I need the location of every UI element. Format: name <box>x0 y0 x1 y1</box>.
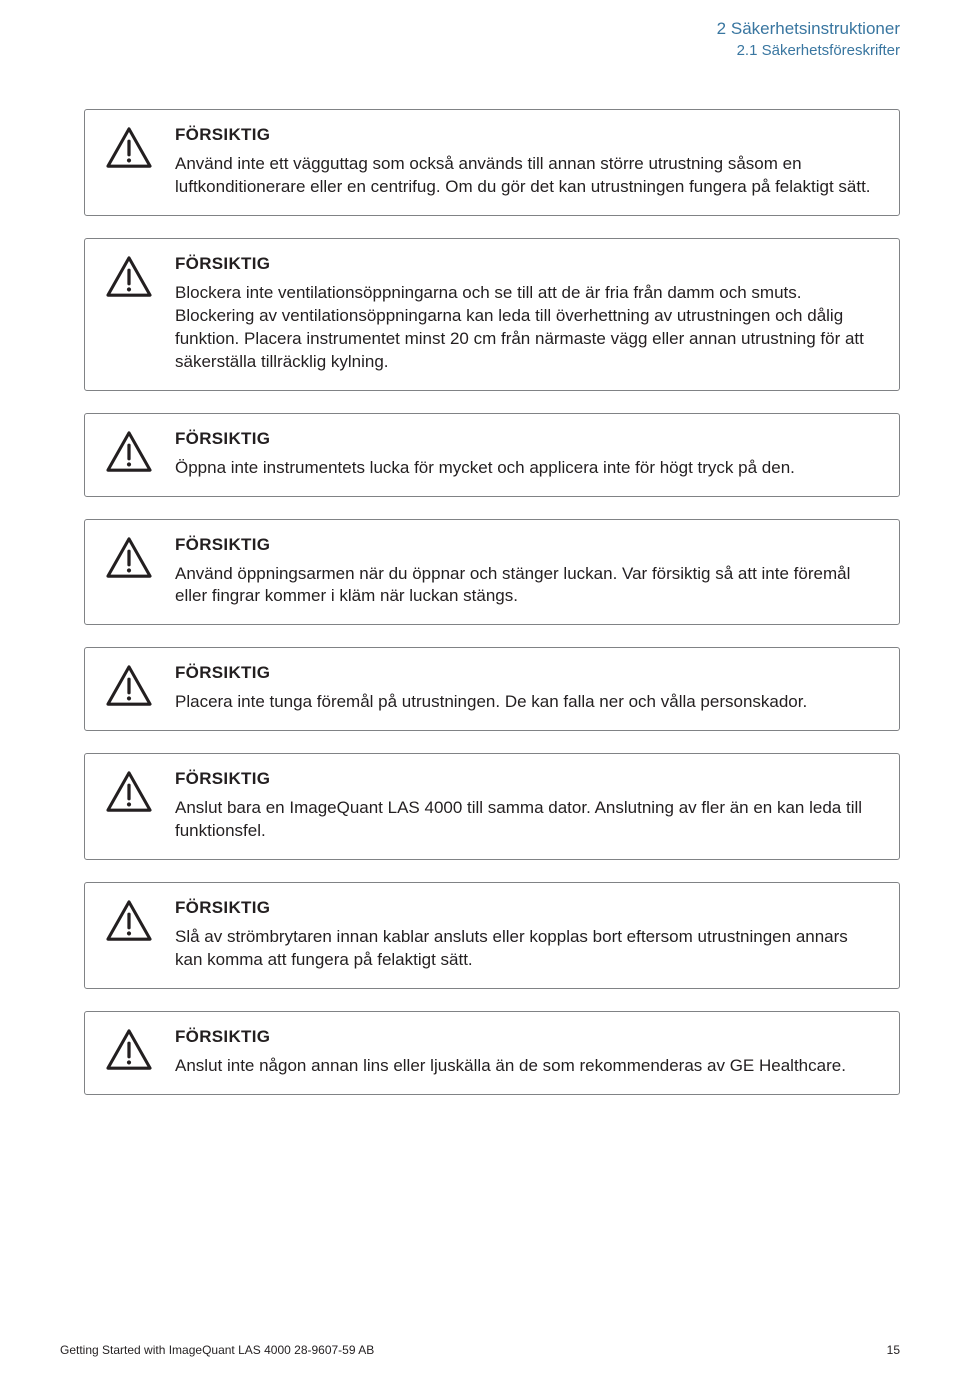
caution-box: FÖRSIKTIG Använd öppningsarmen när du öpp… <box>84 519 900 626</box>
caution-heading: FÖRSIKTIG <box>175 1026 879 1049</box>
caution-body: Använd inte ett vägguttag som också anvä… <box>175 153 879 199</box>
caution-box: FÖRSIKTIG Öppna inte instrumentets lucka … <box>84 413 900 497</box>
caution-heading: FÖRSIKTIG <box>175 768 879 791</box>
caution-body: Blockera inte ventilationsöppningarna oc… <box>175 282 879 374</box>
caution-body: Anslut inte någon annan lins eller ljusk… <box>175 1055 879 1078</box>
caution-icon-column <box>105 897 153 943</box>
caution-icon-column <box>105 124 153 170</box>
caution-text-column: FÖRSIKTIG Slå av strömbrytaren innan kabl… <box>175 897 879 972</box>
warning-icon <box>105 1028 153 1072</box>
caution-body: Öppna inte instrumentets lucka för mycke… <box>175 457 879 480</box>
section-title: 2.1 Säkerhetsföreskrifter <box>60 41 900 61</box>
caution-text-column: FÖRSIKTIG Använd inte ett vägguttag som o… <box>175 124 879 199</box>
caution-icon-column <box>105 253 153 299</box>
caution-heading: FÖRSIKTIG <box>175 253 879 276</box>
caution-heading: FÖRSIKTIG <box>175 124 879 147</box>
page-footer: Getting Started with ImageQuant LAS 4000… <box>0 1343 960 1357</box>
caution-heading: FÖRSIKTIG <box>175 428 879 451</box>
warning-icon <box>105 664 153 708</box>
caution-body: Placera inte tunga föremål på utrustning… <box>175 691 879 714</box>
caution-icon-column <box>105 768 153 814</box>
warning-icon <box>105 899 153 943</box>
caution-body: Använd öppningsarmen när du öppnar och s… <box>175 563 879 609</box>
caution-heading: FÖRSIKTIG <box>175 662 879 685</box>
caution-text-column: FÖRSIKTIG Blockera inte ventilationsöppni… <box>175 253 879 374</box>
warning-icon <box>105 255 153 299</box>
caution-text-column: FÖRSIKTIG Placera inte tunga föremål på u… <box>175 662 879 714</box>
warning-icon <box>105 126 153 170</box>
caution-text-column: FÖRSIKTIG Använd öppningsarmen när du öpp… <box>175 534 879 609</box>
caution-box: FÖRSIKTIG Anslut bara en ImageQuant LAS 4… <box>84 753 900 860</box>
warning-icon <box>105 770 153 814</box>
caution-body: Anslut bara en ImageQuant LAS 4000 till … <box>175 797 879 843</box>
chapter-title: 2 Säkerhetsinstruktioner <box>60 18 900 41</box>
caution-text-column: FÖRSIKTIG Anslut bara en ImageQuant LAS 4… <box>175 768 879 843</box>
caution-text-column: FÖRSIKTIG Öppna inte instrumentets lucka … <box>175 428 879 480</box>
caution-heading: FÖRSIKTIG <box>175 897 879 920</box>
caution-box: FÖRSIKTIG Slå av strömbrytaren innan kabl… <box>84 882 900 989</box>
page-header: 2 Säkerhetsinstruktioner 2.1 Säkerhetsfö… <box>60 18 900 61</box>
footer-doc-id: Getting Started with ImageQuant LAS 4000… <box>60 1343 374 1357</box>
caution-icon-column <box>105 1026 153 1072</box>
caution-box: FÖRSIKTIG Anslut inte någon annan lins el… <box>84 1011 900 1095</box>
footer-page-number: 15 <box>887 1343 900 1357</box>
warning-icon <box>105 430 153 474</box>
caution-text-column: FÖRSIKTIG Anslut inte någon annan lins el… <box>175 1026 879 1078</box>
warning-icon <box>105 536 153 580</box>
caution-box: FÖRSIKTIG Använd inte ett vägguttag som o… <box>84 109 900 216</box>
caution-body: Slå av strömbrytaren innan kablar anslut… <box>175 926 879 972</box>
cautions-list: FÖRSIKTIG Använd inte ett vägguttag som o… <box>60 109 900 1095</box>
caution-icon-column <box>105 534 153 580</box>
caution-box: FÖRSIKTIG Placera inte tunga föremål på u… <box>84 647 900 731</box>
caution-heading: FÖRSIKTIG <box>175 534 879 557</box>
caution-icon-column <box>105 662 153 708</box>
caution-icon-column <box>105 428 153 474</box>
caution-box: FÖRSIKTIG Blockera inte ventilationsöppni… <box>84 238 900 391</box>
